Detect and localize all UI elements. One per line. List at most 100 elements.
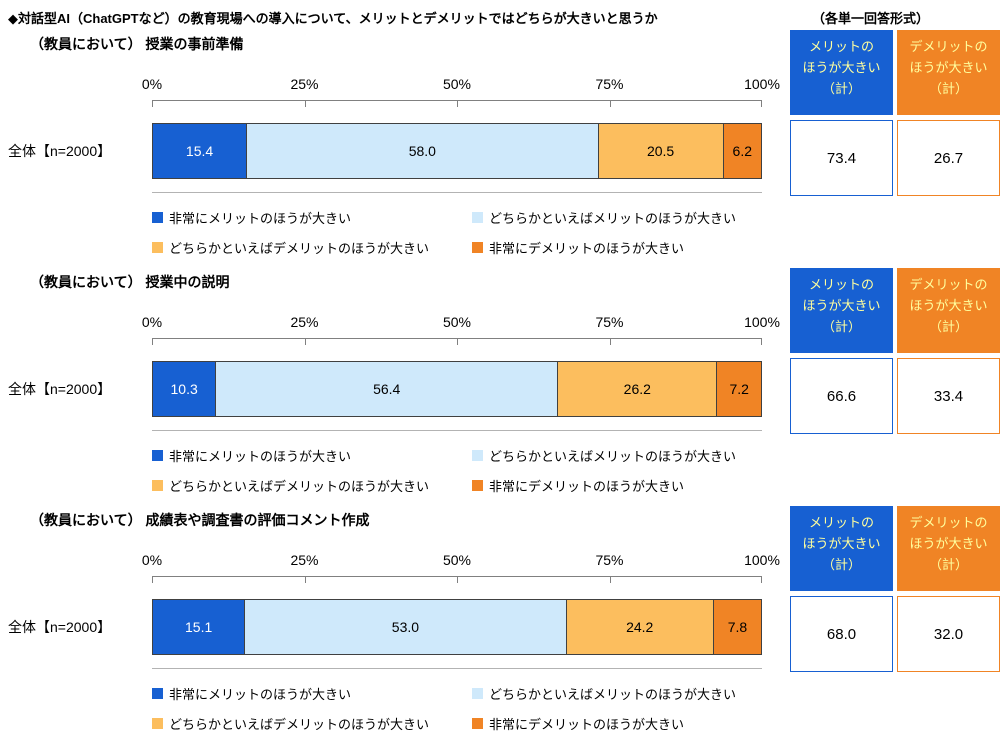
x-axis: 0% 25% 50% 75% 100% [142, 76, 780, 96]
axis-tick-label: 75% [595, 552, 624, 568]
legend-label: 非常にデメリットのほうが大きい [489, 479, 685, 494]
legend-row: どちらかといえばデメリットのほうが大きい 非常にデメリットのほうが大きい [152, 238, 684, 257]
legend-label: どちらかといえばメリットのほうが大きい [489, 211, 737, 226]
legend-label: どちらかといえばメリットのほうが大きい [489, 687, 737, 702]
axis-tick-label: 100% [744, 552, 780, 568]
legend-swatch [152, 480, 163, 491]
chart-section-report-comments: （教員において） 成績表や調査書の評価コメント作成 メリットの ほうが大きい （… [0, 506, 1000, 744]
chart-section-preparation: （教員において） 授業の事前準備 メリットの ほうが大きい （計） デメリットの… [0, 30, 1000, 268]
axis-tick-mark [152, 577, 153, 583]
axis-tick-mark [609, 577, 611, 583]
demerit-header-line: デメリットの [909, 277, 988, 292]
axis-tick-mark [761, 339, 762, 345]
legend-item: どちらかといえばメリットのほうが大きい [472, 446, 736, 465]
bar-segment: 53.0 [244, 600, 566, 654]
stacked-bar: 15.1 53.0 24.2 7.8 [152, 599, 762, 655]
axis-tick-label: 75% [595, 76, 624, 92]
legend-item: どちらかといえばデメリットのほうが大きい [152, 714, 472, 733]
axis-tick-label: 50% [442, 552, 472, 568]
stacked-bar: 15.4 58.0 20.5 6.2 [152, 123, 762, 179]
axis-tick-mark [304, 577, 306, 583]
legend-label: 非常にデメリットのほうが大きい [489, 241, 685, 256]
merit-header-line: ほうが大きい [802, 535, 881, 551]
demerit-header-line: ほうが大きい [909, 59, 988, 75]
demerit-header-line: ほうが大きい [909, 297, 988, 313]
bar-segment: 56.4 [215, 362, 558, 416]
merit-header-line: ほうが大きい [802, 59, 881, 75]
axis-tick-label: 0% [141, 314, 163, 330]
legend-swatch [152, 212, 163, 223]
axis-tick-mark [304, 339, 306, 345]
legend-item: どちらかといえばメリットのほうが大きい [472, 684, 736, 703]
bar-segment: 20.5 [597, 124, 723, 178]
merit-total-value: 73.4 [790, 120, 893, 196]
bar-segment: 15.4 [153, 124, 247, 178]
axis-tick-mark [609, 101, 611, 107]
legend-item: どちらかといえばデメリットのほうが大きい [152, 238, 472, 257]
legend-swatch [472, 242, 483, 253]
merit-total-header: メリットの ほうが大きい （計） [790, 30, 893, 115]
merit-total-header: メリットの ほうが大きい （計） [790, 268, 893, 353]
bar-segment: 15.1 [153, 600, 245, 654]
demerit-header-line: デメリットの [909, 515, 988, 530]
bar-segment: 10.3 [153, 362, 216, 416]
demerit-total-header: デメリットの ほうが大きい （計） [897, 268, 1000, 353]
axis-tick-label: 100% [744, 76, 780, 92]
demerit-total-value: 32.0 [897, 596, 1000, 672]
legend-swatch [472, 688, 483, 699]
section-title: （教員において） 授業の事前準備 [30, 36, 244, 52]
legend-label: 非常にメリットのほうが大きい [169, 449, 352, 464]
bar-segment: 24.2 [565, 600, 713, 654]
legend-label: 非常にメリットのほうが大きい [169, 211, 352, 226]
axis-tick-label: 25% [290, 552, 319, 568]
legend-item: 非常にメリットのほうが大きい [152, 684, 472, 703]
row-label: 全体【n=2000】 [8, 619, 112, 635]
demerit-header-line: デメリットの [909, 39, 988, 54]
legend-item: 非常にメリットのほうが大きい [152, 208, 472, 227]
legend-row: どちらかといえばデメリットのほうが大きい 非常にデメリットのほうが大きい [152, 476, 684, 495]
demerit-header-line: （計） [928, 80, 968, 96]
legend-row: どちらかといえばデメリットのほうが大きい 非常にデメリットのほうが大きい [152, 714, 684, 733]
axis-tick-mark [304, 101, 306, 107]
axis-tick-label: 25% [290, 76, 319, 92]
answer-format-note: （各単一回答形式） [812, 11, 930, 26]
demerit-total-value: 33.4 [897, 358, 1000, 434]
demerit-total-value: 26.7 [897, 120, 1000, 196]
axis-tick-mark [761, 101, 762, 107]
row-label: 全体【n=2000】 [8, 143, 112, 159]
legend-swatch [152, 688, 163, 699]
axis-tick-label: 50% [442, 314, 472, 330]
demerit-header-line: ほうが大きい [909, 535, 988, 551]
bar-segment: 7.8 [712, 600, 761, 654]
axis-tick-mark [457, 339, 458, 345]
legend-label: どちらかといえばメリットのほうが大きい [489, 449, 737, 464]
legend-label: どちらかといえばデメリットのほうが大きい [169, 717, 430, 732]
merit-header-line: メリットの [808, 39, 874, 54]
plot-area: 15.4 58.0 20.5 6.2 [152, 100, 762, 193]
section-title: （教員において） 成績表や調査書の評価コメント作成 [30, 512, 370, 528]
axis-tick-label: 25% [290, 314, 319, 330]
bar-segment: 6.2 [722, 124, 761, 178]
page-title: ◆対話型AI（ChatGPTなど）の教育現場への導入について、メリットとデメリッ… [8, 11, 658, 26]
x-axis: 0% 25% 50% 75% 100% [142, 552, 780, 572]
bar-segment: 26.2 [557, 362, 717, 416]
demerit-header-line: （計） [928, 556, 968, 572]
legend-item: 非常にデメリットのほうが大きい [472, 238, 684, 257]
legend-item: 非常にメリットのほうが大きい [152, 446, 472, 465]
demerit-header-line: （計） [928, 318, 968, 334]
legend-swatch [472, 212, 483, 223]
axis-tick-mark [457, 101, 458, 107]
axis-tick-mark [457, 577, 458, 583]
merit-header-line: ほうが大きい [802, 297, 881, 313]
section-title: （教員において） 授業中の説明 [30, 274, 230, 290]
legend-label: 非常にメリットのほうが大きい [169, 687, 352, 702]
legend-label: どちらかといえばデメリットのほうが大きい [169, 479, 430, 494]
legend-item: どちらかといえばメリットのほうが大きい [472, 208, 736, 227]
demerit-total-header: デメリットの ほうが大きい （計） [897, 30, 1000, 115]
axis-tick-label: 0% [141, 76, 163, 92]
axis-tick-label: 50% [442, 76, 472, 92]
legend-item: どちらかといえばデメリットのほうが大きい [152, 476, 472, 495]
plot-area: 10.3 56.4 26.2 7.2 [152, 338, 762, 431]
bar-segment: 7.2 [716, 362, 761, 416]
legend-swatch [472, 718, 483, 729]
